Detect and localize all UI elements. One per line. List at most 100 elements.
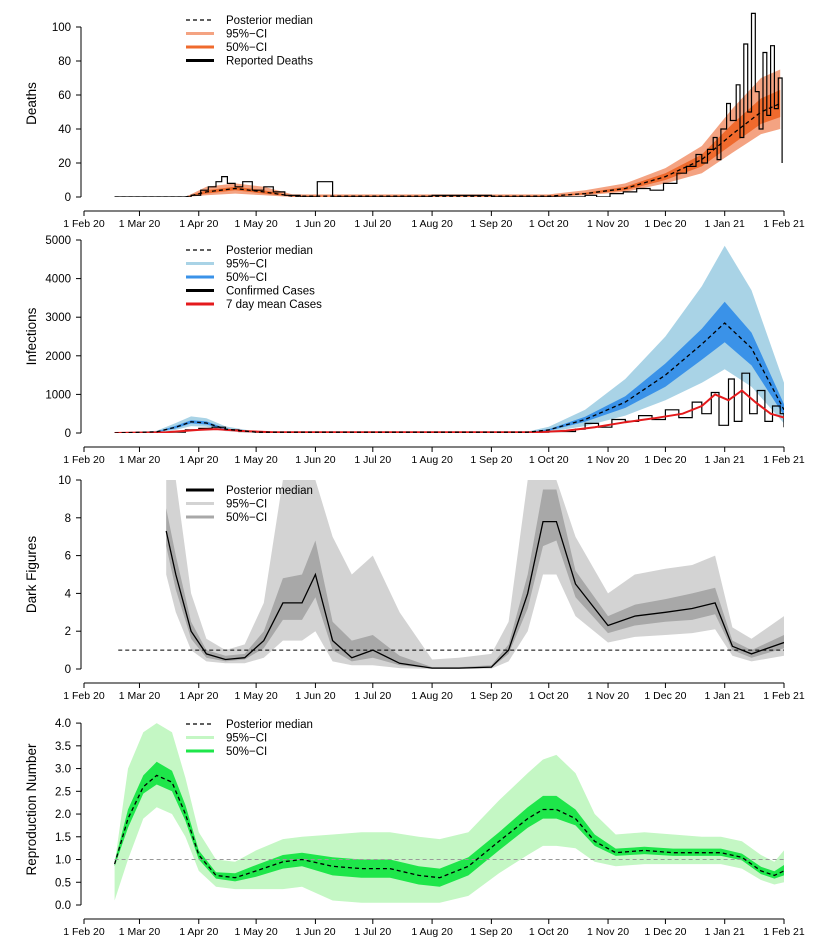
rt-x-tick-label: 1 Mar 20 (119, 926, 161, 938)
dark-panel: 0 2 4 6 8 10 Dark Figures 1 Feb 20 1 Mar 20 1 Apr… (24, 475, 805, 702)
deaths-y-tick-label: 100 (52, 22, 71, 34)
rt-legend-label: Posterior median (226, 719, 313, 731)
infections-y-axis-label: Infections (24, 307, 39, 365)
rt-median-series (113, 774, 784, 879)
infections-ci95-band (114, 245, 784, 433)
deaths-ci95-band (114, 69, 781, 197)
deaths-x-tick-label: 1 Nov 20 (587, 218, 629, 230)
rt-legend-label: 50%−CI (226, 746, 267, 758)
deaths-panel: 0 20 40 60 80 100 Deaths 1 Feb 20 1 Mar 20 1 Apr … (24, 12, 805, 230)
dark-x-tick-label: 1 Feb 20 (63, 690, 105, 702)
infections-y-tick-label: 1000 (45, 389, 71, 401)
deaths-x-tick-label: 1 Jul 20 (354, 218, 391, 230)
dark-x-tick-label: 1 Oct 20 (529, 690, 569, 702)
dark-x-tick-label: 1 Apr 20 (179, 690, 218, 702)
infections-x-tick-label: 1 Mar 20 (119, 454, 161, 466)
infections-mean-cases-series (114, 389, 784, 433)
rt-x-tick-label: 1 Feb 21 (763, 926, 805, 938)
rt-y-tick-label: 4.0 (55, 718, 71, 730)
infections-x-tick-label: 1 Sep 20 (470, 454, 512, 466)
infections-legend-label: 50%−CI (226, 272, 267, 284)
infections-legend-label: 95%−CI (226, 259, 267, 271)
deaths-y-tick-label: 20 (58, 158, 71, 170)
dark-y-tick-label: 0 (65, 664, 71, 676)
dark-x-tick-label: 1 Nov 20 (587, 690, 629, 702)
deaths-legend-label: Reported Deaths (226, 56, 313, 68)
dark-y-axis-label: Dark Figures (24, 536, 39, 614)
rt-x-tick-label: 1 Oct 20 (529, 926, 569, 938)
deaths-legend-label: Posterior median (226, 15, 313, 27)
dark-x-tick-label: 1 May 20 (235, 690, 278, 702)
dark-x-tick-label: 1 Aug 20 (411, 690, 453, 702)
infections-x-tick-label: 1 Jan 21 (705, 454, 745, 466)
infections-x-tick-label: 1 Jun 20 (295, 454, 335, 466)
infections-y-tick-label: 5000 (45, 235, 71, 247)
deaths-x-tick-label: 1 Dec 20 (644, 218, 686, 230)
rt-x-tick-label: 1 May 20 (235, 926, 278, 938)
dark-x-tick-label: 1 Feb 21 (763, 690, 805, 702)
rt-y-tick-label: 0.5 (55, 877, 71, 889)
infections-x-tick-label: 1 Jul 20 (354, 454, 391, 466)
rt-y-tick-label: 2.0 (55, 809, 71, 821)
deaths-x-tick-label: 1 Jan 21 (705, 218, 745, 230)
infections-x-tick-label: 1 Feb 21 (763, 454, 805, 466)
rt-y-axis-label: Reproduction Number (24, 743, 39, 876)
infections-y-tick-label: 3000 (45, 312, 71, 324)
dark-median-series (165, 520, 784, 669)
infections-y-tick-label: 2000 (45, 351, 71, 363)
deaths-legend-label: 95%−CI (226, 29, 267, 41)
infections-panel: 0 1000 2000 3000 4000 5000 Infections 1 Feb 20 1… (24, 235, 805, 466)
rt-y-tick-label: 2.5 (55, 786, 71, 798)
infections-y-tick-label: 0 (65, 428, 71, 440)
rt-x-tick-label: 1 Jun 20 (295, 926, 335, 938)
infections-legend-label: 7 day mean Cases (226, 299, 322, 311)
infections-x-tick-label: 1 Oct 20 (529, 454, 569, 466)
rt-y-tick-label: 1.0 (55, 855, 71, 867)
deaths-x-tick-label: 1 May 20 (235, 218, 278, 230)
infections-legend-label: Posterior median (226, 245, 313, 257)
rt-x-tick-label: 1 Jan 21 (705, 926, 745, 938)
dark-x-tick-label: 1 Jul 20 (354, 690, 391, 702)
dark-y-tick-label: 10 (58, 475, 71, 487)
rt-legend-label: 95%−CI (226, 733, 267, 745)
rt-y-tick-label: 1.5 (55, 832, 71, 844)
deaths-x-tick-label: 1 Feb 21 (763, 218, 805, 230)
dark-ci50-band (166, 489, 784, 669)
rt-x-tick-label: 1 Feb 20 (63, 926, 105, 938)
deaths-y-tick-label: 40 (58, 124, 71, 136)
infections-x-tick-label: 1 Aug 20 (411, 454, 453, 466)
infections-x-tick-label: 1 May 20 (235, 454, 278, 466)
deaths-legend-label: 50%−CI (226, 42, 267, 54)
rt-x-tick-label: 1 Apr 20 (179, 926, 218, 938)
infections-legend-label: Confirmed Cases (226, 286, 315, 298)
deaths-x-tick-label: 1 Aug 20 (411, 218, 453, 230)
rt-y-tick-label: 3.0 (55, 764, 71, 776)
rt-x-tick-label: 1 Nov 20 (587, 926, 629, 938)
infections-x-tick-label: 1 Dec 20 (644, 454, 686, 466)
deaths-ci50-band (114, 89, 781, 197)
deaths-y-tick-label: 0 (65, 192, 71, 204)
deaths-x-tick-label: 1 Mar 20 (119, 218, 161, 230)
rt-x-tick-label: 1 Sep 20 (470, 926, 512, 938)
dark-y-tick-label: 2 (65, 626, 71, 638)
infections-ci50-band (114, 301, 784, 433)
infections-x-tick-label: 1 Apr 20 (179, 454, 218, 466)
dark-x-tick-label: 1 Jun 20 (295, 690, 335, 702)
deaths-x-tick-label: 1 Jun 20 (295, 218, 335, 230)
dark-y-tick-label: 4 (65, 588, 72, 600)
rt-x-tick-label: 1 Aug 20 (411, 926, 453, 938)
rt-ci50-band (114, 761, 784, 887)
infections-x-tick-label: 1 Nov 20 (587, 454, 629, 466)
dark-x-tick-label: 1 Dec 20 (644, 690, 686, 702)
dark-x-tick-label: 1 Mar 20 (119, 690, 161, 702)
dark-x-tick-label: 1 Jan 21 (705, 690, 745, 702)
infections-median-series (114, 322, 784, 433)
dark-y-tick-label: 6 (65, 551, 71, 563)
deaths-y-tick-label: 60 (58, 90, 71, 102)
deaths-y-tick-label: 80 (58, 56, 71, 68)
dark-legend-label: 50%−CI (226, 512, 267, 524)
deaths-x-tick-label: 1 Apr 20 (179, 218, 218, 230)
rt-y-tick-label: 0.0 (55, 900, 71, 912)
